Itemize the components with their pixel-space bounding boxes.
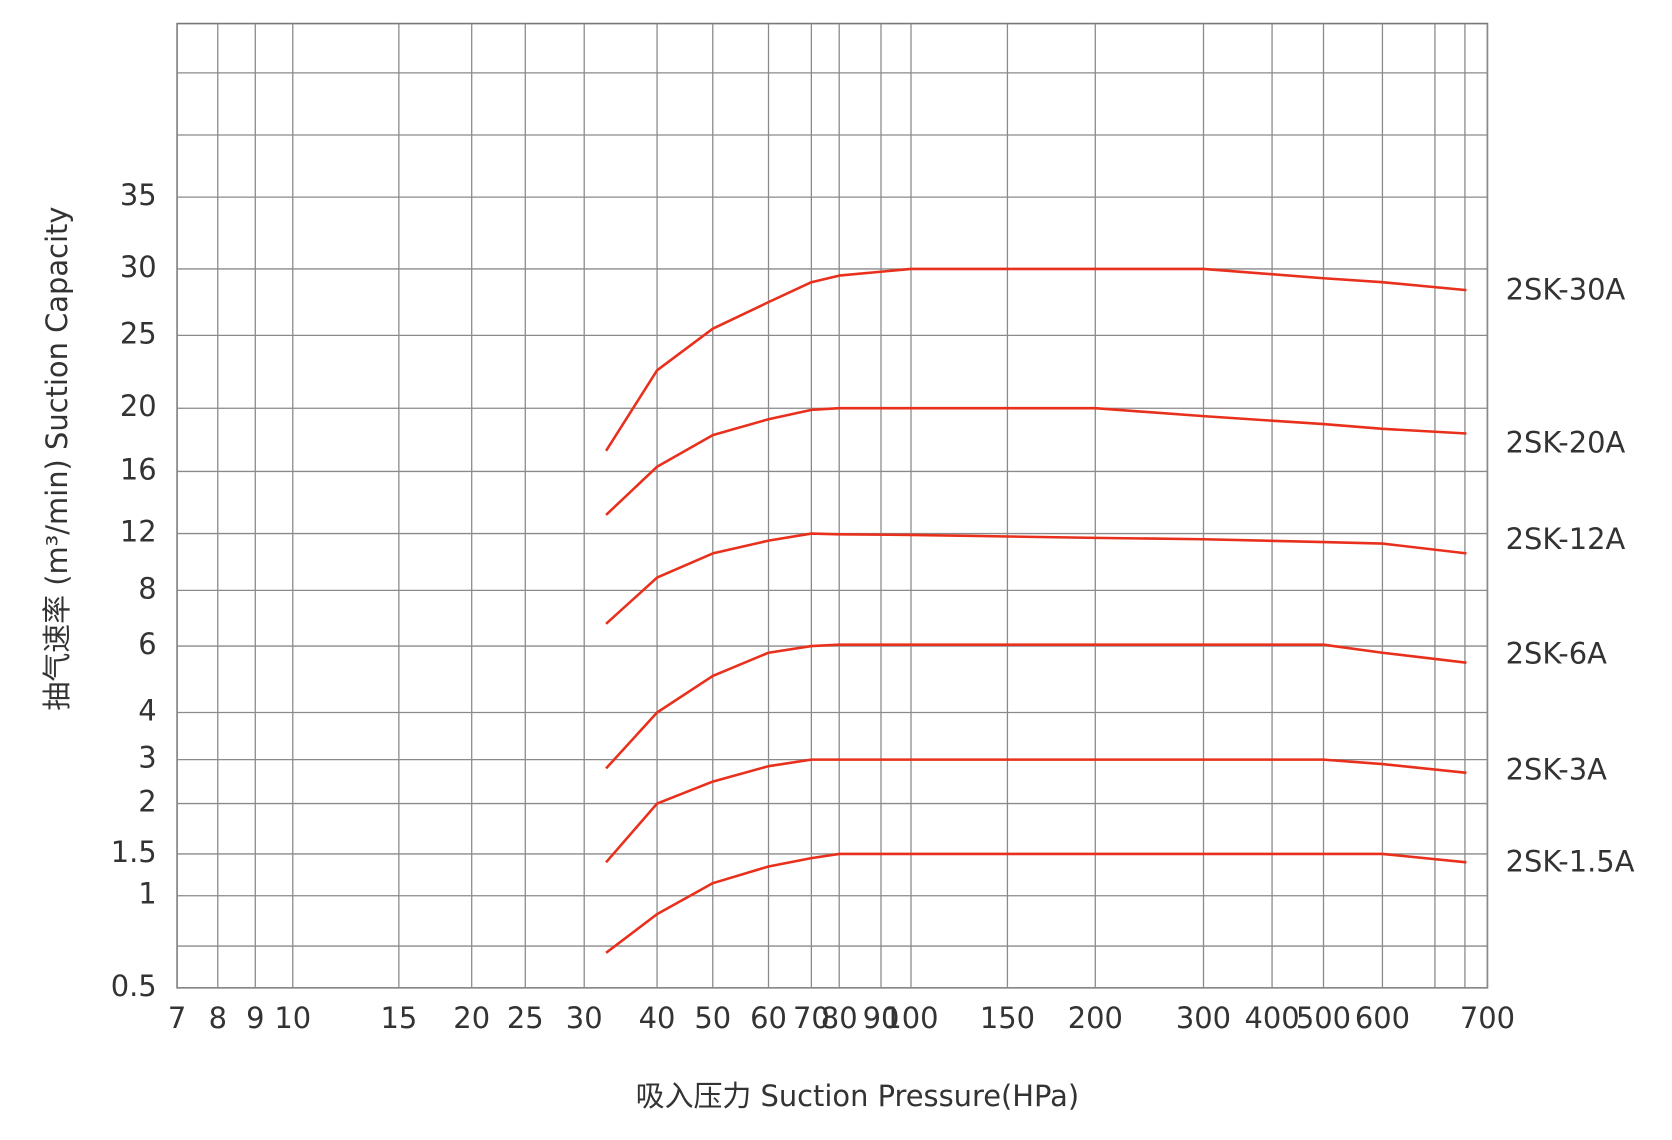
plot-frame: [176, 22, 1489, 989]
x-tick-label: 300: [1176, 1001, 1231, 1035]
y-tick-label: 2: [138, 785, 156, 819]
x-tick-label: 30: [566, 1001, 603, 1035]
y-tick-label: 6: [138, 627, 156, 661]
x-tick-label: 60: [750, 1001, 787, 1035]
y-tick-label: 1.5: [111, 835, 157, 869]
y-tick-label: 0.5: [111, 969, 157, 1003]
x-tick-label: 70: [793, 1001, 830, 1035]
series-label: 2SK-12A: [1506, 522, 1626, 556]
series-line: [605, 406, 1467, 516]
y-tick-label: 1: [138, 877, 156, 911]
x-tick-label: 150: [980, 1001, 1035, 1035]
x-tick-label: 100: [883, 1001, 938, 1035]
series-line: [605, 532, 1467, 625]
series-label: 2SK-30A: [1506, 272, 1626, 306]
x-tick-label: 80: [821, 1001, 858, 1035]
series-label: 2SK-3A: [1506, 752, 1607, 786]
y-tick-label: 25: [120, 316, 157, 350]
x-tick-label: 25: [507, 1001, 544, 1035]
x-tick-label: 9: [246, 1001, 264, 1035]
x-tick-label: 50: [694, 1001, 731, 1035]
series-line: [605, 852, 1467, 954]
y-axis-title: 抽气速率 (m³/min) Suction Capacity: [40, 207, 74, 711]
series-label: 2SK-6A: [1506, 637, 1607, 671]
x-tick-label: 20: [453, 1001, 490, 1035]
y-tick-label: 35: [120, 178, 157, 212]
series-line: [604, 267, 1467, 452]
x-tick-label: 15: [380, 1001, 417, 1035]
y-tick-label: 20: [120, 389, 157, 423]
y-tick-label: 12: [120, 515, 157, 549]
x-axis-title: 吸入压力 Suction Pressure(HPa): [636, 1079, 1080, 1113]
x-tick-label: 8: [209, 1001, 227, 1035]
x-tick-label: 10: [274, 1001, 311, 1035]
series-label: 2SK-20A: [1506, 426, 1626, 460]
x-tick-label: 7: [168, 1001, 186, 1035]
x-tick-label: 600: [1355, 1001, 1410, 1035]
y-tick-label: 30: [120, 250, 157, 284]
x-tick-label: 90: [863, 1001, 900, 1035]
y-tick-label: 4: [138, 694, 156, 728]
series-line: [605, 643, 1467, 770]
x-tick-label: 700: [1460, 1001, 1515, 1035]
y-tick-label: 3: [138, 741, 156, 775]
x-tick-label: 400: [1244, 1001, 1299, 1035]
y-tick-label: 8: [138, 571, 156, 605]
series-label: 2SK-1.5A: [1506, 845, 1635, 879]
y-tick-label: 16: [120, 452, 157, 486]
series-line: [605, 758, 1467, 864]
x-tick-label: 40: [639, 1001, 676, 1035]
x-tick-label: 200: [1068, 1001, 1123, 1035]
x-tick-label: 500: [1296, 1001, 1351, 1035]
